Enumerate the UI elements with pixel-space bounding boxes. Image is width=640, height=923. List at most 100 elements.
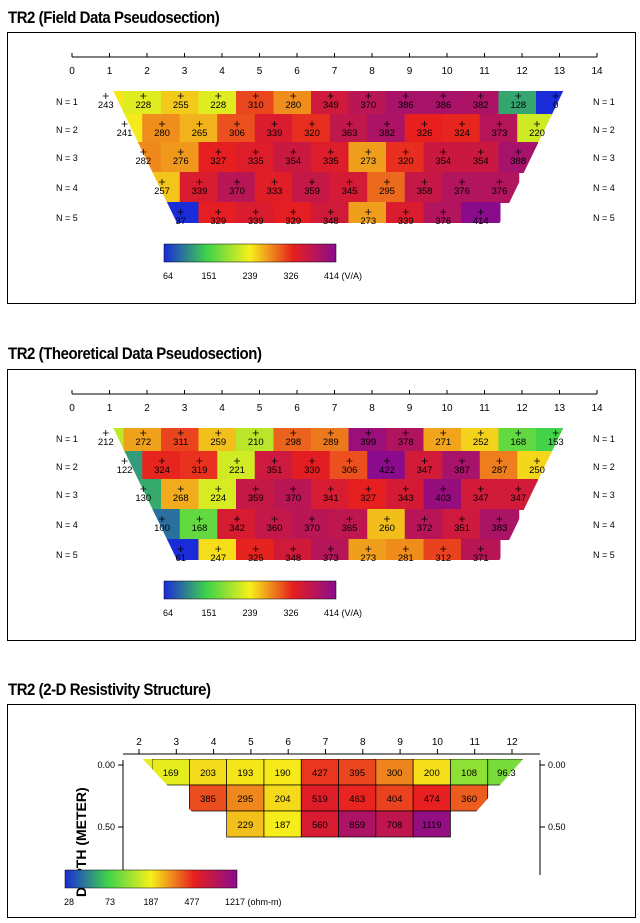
axis-tick-label: 9	[407, 66, 413, 77]
data-point-marker	[421, 516, 428, 522]
field-pseudosection-frame: 0 1 2 3 4 5 6 7 8 9 10 11 12 13 14 243 228 255 228 310 280 34…	[7, 32, 636, 304]
data-point-marker	[290, 486, 297, 492]
axis-tick-label: 4	[219, 66, 225, 77]
data-point-value: 373	[323, 553, 339, 564]
colorbar	[64, 869, 238, 889]
data-point-marker	[290, 209, 297, 215]
data-point-value: 228	[135, 100, 151, 111]
data-point-marker	[234, 179, 240, 185]
data-point-marker	[365, 93, 372, 99]
data-point-value: 343	[398, 493, 414, 504]
axis-tick-label: 8	[360, 737, 366, 748]
resistivity-cell	[375, 759, 414, 786]
data-point-value: 153	[548, 437, 564, 448]
data-point-value: 273	[360, 216, 376, 227]
resistivity-value: 708	[387, 820, 403, 831]
data-point-marker	[196, 516, 203, 522]
data-point-value: 354	[435, 156, 451, 167]
depth-axis-label: DEPTH (METER)	[73, 787, 89, 897]
data-point-marker	[534, 121, 540, 127]
data-point-value: 373	[492, 128, 508, 139]
data-point-value: 228	[210, 100, 226, 111]
data-point-marker	[102, 430, 109, 436]
data-point-value: 376	[454, 186, 470, 197]
depth-label-left: 0.50	[97, 822, 115, 832]
colorbar-label: 414 (V/A)	[324, 608, 362, 618]
axis-tick-label: 12	[516, 66, 528, 77]
data-point-value: 387	[454, 465, 470, 476]
colorbar	[163, 243, 337, 263]
data-point-marker	[515, 93, 522, 99]
pseudosection-cell	[348, 479, 388, 510]
pseudosection-cell	[179, 451, 220, 482]
data-point-value: 403	[435, 493, 451, 504]
colorbar	[163, 580, 337, 600]
data-point-value: 276	[173, 156, 189, 167]
data-point-marker	[365, 149, 372, 155]
data-point-value: 382	[473, 100, 489, 111]
data-point-value: 259	[210, 437, 226, 448]
pseudosection-cell	[329, 172, 370, 203]
pseudosection-cell	[179, 114, 220, 145]
resistivity-value: 859	[349, 820, 365, 831]
data-point-marker	[177, 149, 184, 155]
data-point-value: 382	[379, 128, 395, 139]
data-point-value: 365	[342, 523, 358, 534]
row-label-left: N = 5	[56, 550, 78, 560]
resistivity-cell	[338, 759, 377, 786]
data-point-value: 386	[435, 100, 451, 111]
data-point-marker	[121, 458, 128, 464]
data-point-value: 341	[323, 493, 339, 504]
data-point-marker	[290, 430, 297, 436]
data-point-value: 268	[173, 493, 189, 504]
data-point-value: 348	[323, 216, 339, 227]
data-point-value: 220	[529, 128, 545, 139]
data-point-value: 319	[192, 465, 208, 476]
pseudosection-cell	[386, 479, 426, 510]
data-point-marker	[159, 516, 165, 522]
data-point-marker	[102, 93, 109, 99]
pseudosection-cell	[329, 451, 370, 482]
axis-tick-label: 12	[516, 403, 528, 414]
data-point-marker	[440, 93, 447, 99]
data-point-marker	[552, 430, 559, 436]
data-point-value: 347	[473, 493, 489, 504]
panel-title: TR2 (Field Data Pseudosection)	[8, 8, 220, 27]
axis-tick-label: 8	[369, 403, 375, 414]
resistivity-value: 193	[237, 768, 253, 779]
resistivity-value: 204	[275, 794, 291, 805]
resistivity-value: 427	[312, 768, 328, 779]
data-point-value: 359	[304, 186, 320, 197]
data-point-value: 282	[135, 156, 151, 167]
resistivity-value: 203	[200, 768, 216, 779]
axis-tick-label: 13	[554, 66, 566, 77]
data-point-marker	[384, 458, 390, 464]
data-point-marker	[327, 209, 334, 215]
row-label-left: N = 1	[56, 434, 78, 444]
resistivity-value: 169	[163, 768, 179, 779]
colorbar-label: 151	[201, 271, 216, 281]
axis-tick-label: 7	[332, 403, 338, 414]
data-point-marker	[271, 179, 278, 185]
data-point-value: 358	[417, 186, 433, 197]
resistivity-value: 1119	[422, 820, 442, 831]
resistivity-cell	[226, 810, 265, 838]
data-point-marker	[215, 209, 222, 215]
resistivity-cell	[142, 759, 153, 785]
axis-tick-label: 0	[69, 403, 75, 414]
data-point-value: 354	[473, 156, 489, 167]
axis-tick-label: 9	[397, 737, 403, 748]
pseudosection-cell	[423, 142, 463, 173]
axis-tick-label: 1	[107, 66, 113, 77]
data-point-value: 324	[454, 128, 470, 139]
data-point-marker	[290, 546, 297, 552]
pseudosection-cell	[311, 479, 351, 510]
data-point-value: 61	[175, 553, 186, 564]
data-point-marker	[421, 179, 428, 185]
data-point-value: 371	[473, 553, 489, 564]
data-point-value: 386	[398, 100, 414, 111]
data-point-marker	[140, 486, 147, 492]
data-point-marker	[177, 486, 184, 492]
data-point-marker	[196, 121, 203, 127]
